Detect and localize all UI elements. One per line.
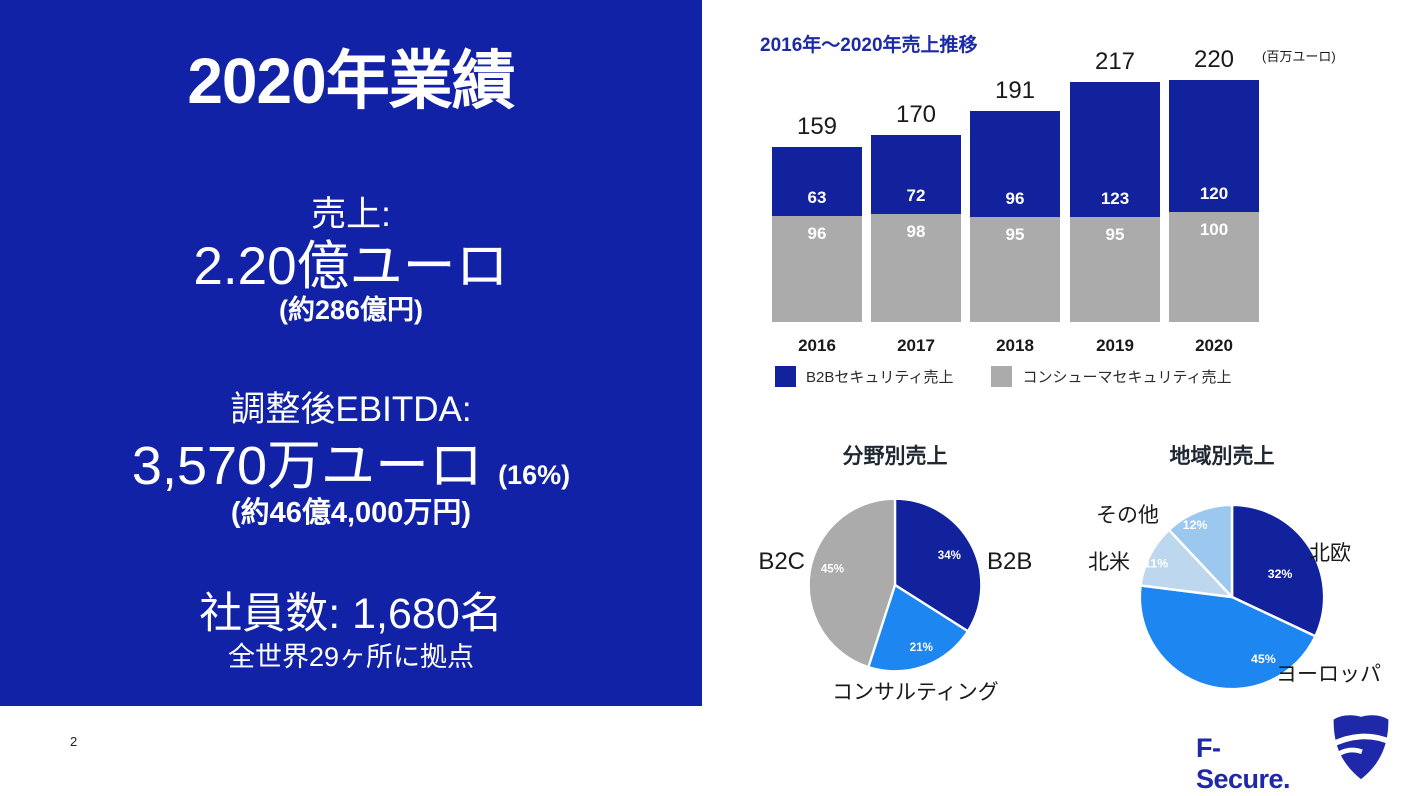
bar-segment-b2b: 63 [772,147,862,216]
bar-segment-consumer-value: 100 [1199,220,1229,239]
bar-segment-consumer: 98 [871,214,961,322]
pie-percent-label: 45% [1251,652,1276,666]
fsecure-shield-icon [1330,715,1392,780]
bar-total-label: 170 [895,101,937,128]
legend-label-b2b: B2Bセキュリティ売上 [806,369,954,386]
pie-slice-ヨーロッパ [1138,584,1317,691]
bar-segment-consumer: 96 [772,216,862,322]
bar-segment-consumer: 95 [970,217,1060,322]
bar-year-label: 2020 [1195,336,1233,355]
pie-slice-B2C [807,497,897,669]
bar-column-2016: 159 63 96 [772,113,862,322]
bar-chart-legend: B2Bセキュリティ売上 コンシューマセキュリティ売上 [775,366,1232,387]
revenue-bar-chart: 159 63 96 2016 170 72 98 2017 191 96 95 2018 217 123 9… [772,46,1269,356]
bar-segment-consumer: 95 [1070,217,1160,322]
locations-note: 全世界29ヶ所に拠点 [227,642,475,672]
bar-chart-title: 2016年～2020年売上推移 [760,35,978,56]
bar-segment-consumer-value: 95 [1005,225,1025,244]
revenue-label: 売上: [311,195,391,234]
ebitda-amount: 3,570万ユーロ [131,436,484,496]
bar-year-label: 2017 [897,336,935,355]
pie-percent-label: 12% [1183,518,1208,532]
bar-segment-b2b: 96 [970,111,1060,217]
pie-slice-北欧 [1230,503,1326,638]
pie-segment-title: 分野別売上 [842,445,948,468]
bar-segment-b2b-value: 96 [1005,189,1025,208]
highlights-panel: 2020年業績 売上: 2.20億ユーロ (約286億円) 調整後EBITDA:… [0,0,702,706]
bar-column-2018: 191 96 95 [970,77,1060,322]
pie-label-consulting: コンサルティング [832,681,999,704]
bar-column-2019: 217 123 95 [1070,48,1160,322]
pie-label-b2b: B2B [987,548,1033,575]
employees-value: 社員数: 1,680名 [199,590,503,638]
bar-total-label: 191 [994,77,1036,104]
pie-percent-label: 21% [910,642,933,654]
bar-chart-unit: (百万ユーロ) [1262,49,1336,64]
slide-title: 2020年業績 [187,45,515,117]
bar-segment-b2b-value: 63 [807,188,827,207]
bar-segment-consumer-value: 98 [906,222,926,241]
bar-total-label: 220 [1193,46,1235,73]
ebitda-percent: (16%) [498,460,571,490]
bar-segment-b2b: 120 [1169,80,1259,212]
pie-percent-label: 32% [1268,567,1293,581]
pie-label-nordics: 北欧 [1309,542,1351,565]
pie-slice-コンサルティング [867,583,970,673]
ebitda-label: 調整後EBITDA: [230,390,472,429]
pie-label-b2c: B2C [758,548,805,575]
legend-label-consumer: コンシューマセキュリティ売上 [1022,369,1232,386]
bar-segment-consumer: 100 [1169,212,1259,322]
fsecure-logo-text: F-Secure. [1196,733,1291,794]
bar-segment-b2b-value: 123 [1100,189,1130,208]
ebitda-value: 3,570万ユーロ (16%) [0,421,702,500]
bar-year-label: 2016 [798,336,836,355]
page-number: 2 [70,734,78,749]
bar-segment-consumer-value: 96 [807,224,827,243]
pie-slice-その他 [1167,503,1234,599]
bar-total-label: 159 [796,113,838,140]
pie-percent-label: 34% [938,550,961,562]
pie-label-north-america: 北米 [1088,551,1130,574]
bar-segment-b2b: 72 [871,135,961,214]
revenue-note: (約286億円) [278,295,424,325]
bar-column-2017: 170 72 98 [871,101,961,322]
bar-year-label: 2019 [1096,336,1134,355]
pie-label-europe: ヨーロッパ [1276,663,1381,686]
bar-total-label: 217 [1094,48,1136,75]
bar-segment-b2b-value: 72 [906,186,926,205]
pie-label-others: その他 [1096,504,1159,527]
pie-percent-label: 11% [1144,557,1168,571]
revenue-value: 2.20億ユーロ [193,237,509,296]
bar-column-2020: 220 120 100 [1169,46,1259,322]
pie-percent-label: 45% [821,563,844,575]
legend-swatch-b2b [775,366,796,387]
bar-segment-b2b-value: 120 [1199,184,1229,203]
bar-segment-b2b: 123 [1070,82,1160,217]
ebitda-note: (約46億4,000万円) [230,497,472,529]
pie-region-title: 地域別売上 [1169,445,1275,468]
bar-year-label: 2018 [996,336,1034,355]
bar-segment-consumer-value: 95 [1105,225,1125,244]
pie-segment-chart: 34% 21% 45% [807,497,983,673]
pie-region-chart: 32% 45% 11% 12% [1138,503,1326,691]
legend-swatch-consumer [991,366,1013,387]
